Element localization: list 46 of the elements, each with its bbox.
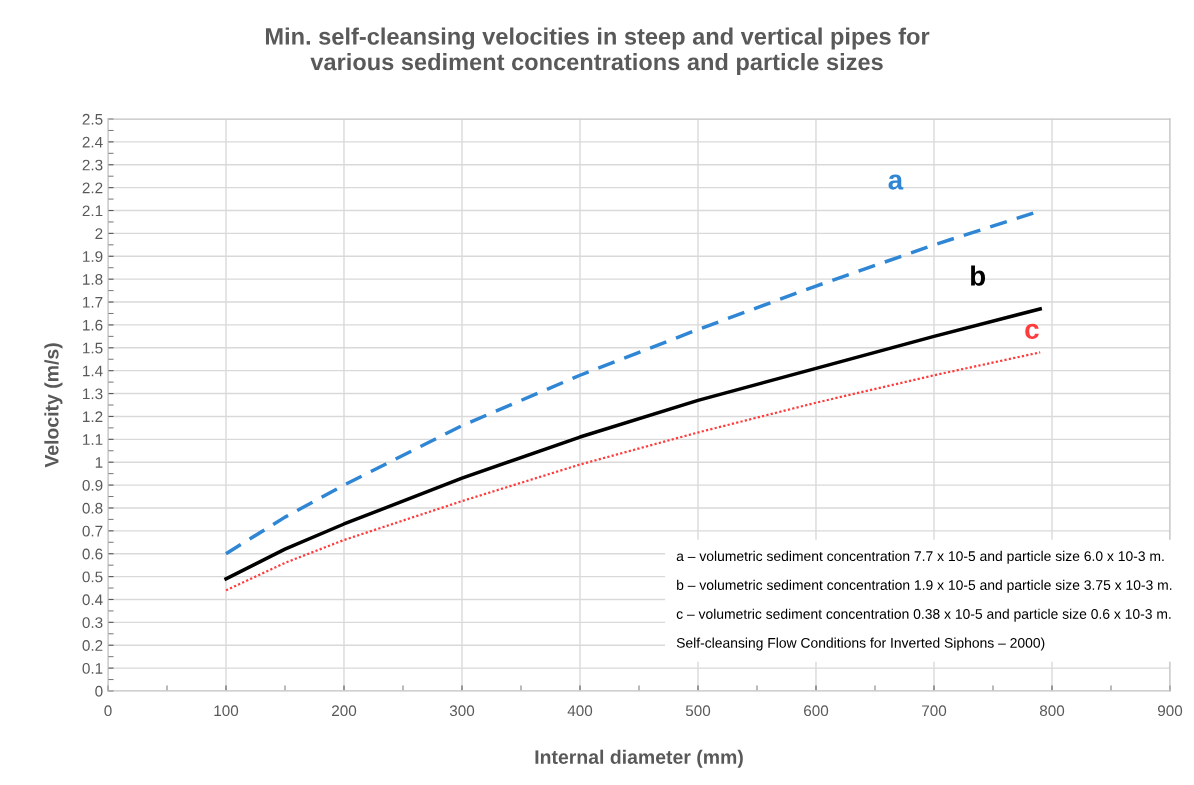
x-tick-label: 500	[685, 705, 711, 717]
x-tick-label: 300	[449, 705, 475, 717]
y-tick-label: 1.7	[83, 297, 103, 308]
annotation: b – volumetric sediment concentration 1.9 x 10-5 and particle size 3.75 x 10-3 m.	[677, 579, 1172, 593]
y-tick-label: 2.3	[82, 159, 103, 171]
x-tick-label: 0	[104, 705, 112, 717]
series-label: b	[971, 265, 986, 286]
y-tick-label: 1.3	[83, 388, 103, 400]
y-tick-label: 0.7	[82, 525, 103, 537]
y-tick-label: 0	[95, 685, 103, 697]
x-axis-title: Internal diameter (mm)	[535, 749, 743, 768]
x-tick-label: 100	[214, 705, 239, 717]
x-tick-label: 800	[1039, 705, 1065, 717]
y-tick-label: 2.5	[82, 113, 103, 125]
y-tick-label: 0.5	[82, 571, 103, 583]
y-tick-label: 1	[95, 457, 103, 468]
y-tick-label: 0.4	[82, 594, 103, 606]
y-tick-label: 1.1	[83, 434, 103, 445]
y-tick-label: 0.6	[82, 548, 103, 560]
annotation: Self-cleansing Flow Conditions for Inverted Siphons – 2000)	[676, 637, 1045, 651]
text: a	[888, 174, 904, 190]
y-tick-label: 1.5	[83, 342, 103, 354]
y-tick-label: 2.2	[82, 182, 103, 194]
x-tick-label: 900	[1157, 705, 1183, 717]
x-tick-label: 700	[922, 705, 947, 717]
chart-title: Min. self-cleansing velocities in steep and vertical pipes for various sediment concentrations and particle sizes	[265, 27, 930, 76]
x-tick-label: 600	[804, 705, 829, 717]
y-tick-label: 1.8	[83, 274, 103, 285]
y-tick-label: 1.4	[83, 365, 103, 377]
x-tick-label: 200	[332, 705, 357, 717]
series-label: c	[1025, 323, 1039, 339]
x-tick-label: 400	[567, 705, 593, 717]
y-tick-label: 1.9	[83, 251, 103, 262]
y-tick-label: 0.3	[82, 617, 103, 629]
y-tick-label: 2.4	[82, 136, 103, 148]
y-tick-label: 1.2	[83, 411, 103, 422]
annotation: c – volumetric sediment concentration 0.38 x 10-5 and particle size 0.6 x 10-3 m.	[676, 608, 1171, 622]
y-tick-label: 2	[95, 228, 103, 239]
y-tick-label: 0.1	[82, 662, 103, 674]
y-tick-label: 0.9	[82, 479, 103, 491]
y-tick-label: 0.2	[82, 640, 103, 651]
annotation: a – volumetric sediment concentration 7.7 x 10-5 and particle size 6.0 x 10-3 m.	[676, 550, 1164, 564]
y-tick-label: 0.8	[82, 502, 103, 514]
y-tick-label: 2.1	[82, 205, 103, 217]
y-axis-title: Velocity (m/s)	[44, 343, 63, 468]
y-tick-label: 1.6	[83, 319, 103, 331]
